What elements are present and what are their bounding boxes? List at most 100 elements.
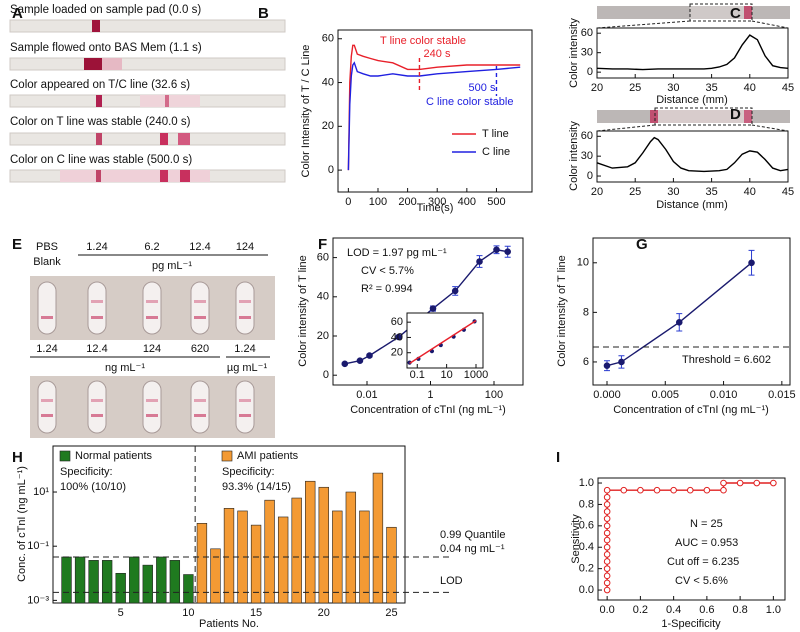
data-point: [603, 572, 611, 580]
y-tick-label: 0.2: [579, 563, 594, 575]
blank-label: PBS: [36, 241, 58, 253]
panel: G 0.000 0.005 0.010 0.015 6 8 10 Concentration o…: [556, 236, 796, 416]
concentration: 1.24: [36, 343, 57, 355]
y-tick-label: 20: [317, 330, 329, 342]
legend-note: 93.3% (14/15): [222, 481, 291, 493]
x-tick-label: 0.6: [699, 604, 714, 616]
caption: Color appeared on T/C line (32.6 s): [10, 79, 190, 91]
y-tick-label: 10⁻³: [27, 594, 49, 606]
bar: [129, 556, 140, 604]
x-axis-label: Concentration of cTnI (ng mL⁻¹): [350, 404, 506, 416]
y-tick-label: 0: [323, 369, 329, 381]
data-point: [748, 259, 755, 267]
x-tick-label: 20: [318, 607, 330, 619]
x-tick-label: 400: [458, 196, 476, 208]
x-tick-label: 100: [485, 389, 503, 401]
c-line: [146, 414, 158, 417]
y-axis-label: Sensitivity: [570, 514, 582, 564]
t-line: [146, 300, 158, 303]
data-point: [603, 362, 611, 369]
t-line: [194, 399, 206, 402]
x-tick-label: 100: [369, 196, 387, 208]
data-point: [703, 486, 711, 494]
marker-label: 240 s: [424, 48, 451, 60]
x-tick-label: 15: [250, 607, 262, 619]
caption: Sample loaded on sample pad (0.0 s): [10, 4, 201, 16]
cassette-window: [87, 380, 107, 434]
data-point: [366, 352, 373, 359]
data-point: [753, 479, 761, 487]
legend-swatch: [221, 450, 233, 462]
x-tick-label: 0.005: [652, 389, 680, 401]
y-tick-label: 60: [317, 252, 329, 264]
x-tick-label: 1.0: [766, 604, 781, 616]
data-point: [720, 479, 727, 487]
bar: [291, 497, 302, 604]
marker-label: 500 s: [469, 82, 496, 94]
data-point: [356, 357, 364, 364]
bar: [345, 491, 357, 604]
y-tick-label: 0: [587, 170, 593, 182]
concentration: 1.24: [234, 343, 255, 355]
x-tick-label: 35: [705, 186, 717, 198]
y-tick-label: 0.8: [579, 498, 594, 510]
data-point: [653, 486, 661, 494]
panel-label: F: [318, 236, 327, 253]
t-line: [194, 300, 206, 303]
series-line: [347, 61, 521, 171]
data-point: [603, 536, 611, 544]
data-point: [476, 258, 483, 265]
t-line: [91, 300, 103, 303]
legend-label: T line: [482, 128, 509, 140]
data-point: [736, 479, 744, 487]
bar: [386, 526, 397, 604]
cassette-window: [87, 281, 107, 335]
data-point: [451, 287, 459, 295]
legend-swatch: [59, 450, 71, 462]
y-tick-label: 40: [391, 331, 403, 343]
annotation: N = 25: [690, 518, 723, 530]
panel-label: I: [556, 449, 560, 466]
data-point: [603, 515, 611, 522]
data-point: [620, 486, 628, 494]
series-line: [347, 44, 521, 171]
data-point: [686, 486, 694, 494]
panel-label: E: [12, 236, 22, 253]
data-point: [429, 305, 437, 312]
y-axis-label: Color Intensity of T / C Line: [300, 45, 312, 178]
x-tick-label: 0.8: [732, 604, 747, 616]
c-line: [91, 316, 103, 319]
series-line: [596, 34, 789, 71]
x-axis-label: 1-Specificity: [661, 618, 721, 630]
x-tick-label: 20: [591, 82, 603, 94]
y-axis-label: Color intensity: [568, 121, 580, 191]
annotation: R² = 0.994: [361, 283, 413, 295]
cassette-window: [142, 281, 162, 335]
y-tick-label: 40: [322, 76, 334, 88]
panel: I 0.0 0.2 0.4 0.6 0.8 1.0 0.0 0.2 0.4 0.6 0.8 1.0 1-S…: [556, 449, 786, 630]
y-tick-label: 1.0: [579, 477, 594, 489]
concentration: 6.2: [144, 241, 159, 253]
x-tick-label: 45: [782, 82, 794, 94]
t-line: [41, 399, 53, 402]
x-tick-label: 10: [182, 607, 194, 619]
data-point: [603, 522, 611, 530]
x-tick-label: 0.0: [599, 604, 614, 616]
plot-frame: [592, 237, 791, 386]
y-tick-label: 6: [583, 356, 589, 368]
y-axis-label: Color intensity: [568, 18, 580, 88]
x-tick-label: 1000: [464, 369, 488, 381]
c-line: [41, 316, 53, 319]
panel: B 0 100 200 300 400 500 0 20 40 60 Time(s) Color Int…: [258, 5, 533, 214]
data-point: [720, 486, 727, 494]
plot-frame: [597, 477, 786, 601]
x-tick-label: 45: [782, 186, 794, 198]
annotation: AUC = 0.953: [675, 537, 738, 549]
bar: [372, 472, 384, 604]
data-point: [603, 493, 611, 501]
x-tick-label: 0.015: [768, 389, 796, 401]
y-tick-label: 40: [317, 291, 329, 303]
concentration: 124: [236, 241, 254, 253]
x-tick-label: 0.1: [410, 369, 425, 381]
